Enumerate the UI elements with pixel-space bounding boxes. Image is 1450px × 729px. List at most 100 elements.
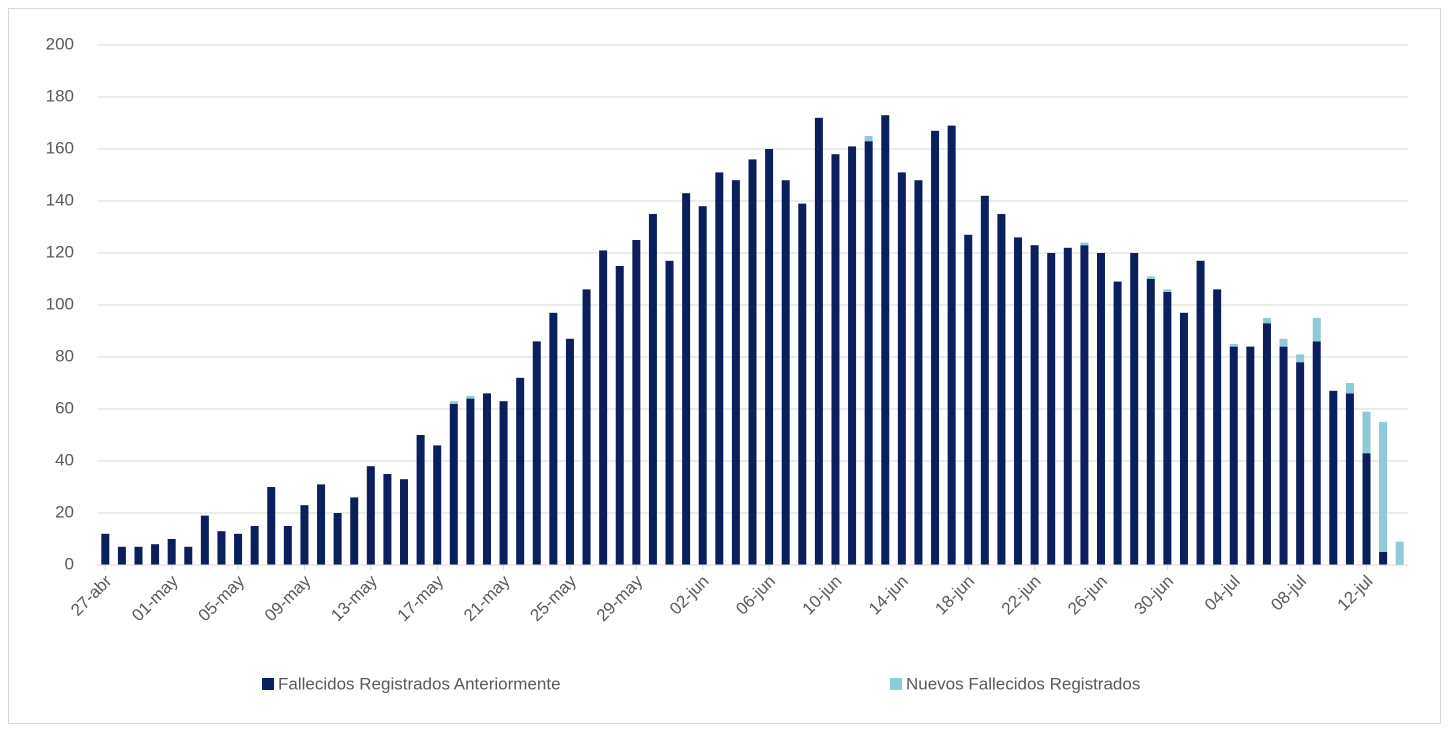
bar-segment <box>549 312 558 565</box>
bar-segment <box>300 505 309 565</box>
y-tick-label: 0 <box>65 554 74 573</box>
bar-segment <box>665 260 674 565</box>
bar-segment <box>715 172 724 565</box>
bar-segment <box>1296 362 1305 565</box>
bar-segment <box>964 234 973 566</box>
bar-segment <box>499 401 508 565</box>
y-tick-label: 100 <box>46 294 74 313</box>
bar-segment <box>1080 245 1089 565</box>
bar-segment <box>1279 338 1288 347</box>
bar-segment <box>599 250 608 565</box>
bar-segment <box>283 526 292 565</box>
bar-segment <box>449 403 458 565</box>
bar-segment <box>1362 453 1371 565</box>
bar-segment <box>184 546 193 565</box>
bar-segment <box>1262 318 1271 324</box>
bar-segment <box>1146 279 1155 565</box>
bar-segment <box>1329 390 1338 565</box>
bar-segment <box>1030 245 1039 565</box>
bar-segment <box>781 180 790 565</box>
bar-segment <box>234 533 243 565</box>
bar-segment <box>864 136 873 142</box>
legend-swatch <box>262 678 274 690</box>
bar-segment <box>1113 281 1122 565</box>
bar-segment <box>101 533 110 565</box>
bar-segment <box>648 214 657 565</box>
bar-segment <box>814 117 823 566</box>
bar-segment <box>134 546 143 565</box>
bar-segment <box>1130 253 1139 565</box>
bar-segment <box>980 195 989 566</box>
bar-segment <box>914 180 923 565</box>
bar-segment <box>1345 383 1354 394</box>
bar-segment <box>632 240 641 565</box>
bar-segment <box>765 149 774 565</box>
legend-swatch <box>890 678 902 690</box>
bar-segment <box>1246 346 1255 565</box>
bar-segment <box>1213 289 1222 565</box>
bar-segment <box>151 544 160 565</box>
bar-segment <box>1312 341 1321 565</box>
bar-segment <box>897 172 906 565</box>
bar-segment <box>1279 346 1288 565</box>
bar-segment <box>200 515 209 565</box>
bar-segment <box>383 474 392 565</box>
bar-segment <box>1379 552 1388 565</box>
bar-segment <box>1146 276 1155 279</box>
bar-segment <box>615 266 624 565</box>
legend-label: Fallecidos Registrados Anteriormente <box>278 674 561 693</box>
y-tick-label: 140 <box>46 190 74 209</box>
bar-segment <box>1296 354 1305 363</box>
bar-segment <box>931 130 940 566</box>
bar-segment <box>250 526 259 565</box>
bar-segment <box>565 338 574 565</box>
bar-segment <box>997 214 1006 565</box>
bar-segment <box>798 203 807 565</box>
bar-segment <box>1096 253 1105 565</box>
bar-segment <box>466 398 475 565</box>
bar-segment <box>1163 289 1172 292</box>
bar-segment <box>217 531 226 565</box>
bar-segment <box>1262 323 1271 565</box>
bar-segment <box>748 159 757 565</box>
y-tick-label: 160 <box>46 138 74 157</box>
bar-segment <box>167 539 176 565</box>
bar-segment <box>1080 242 1089 246</box>
y-tick-label: 20 <box>55 502 74 521</box>
legend-label: Nuevos Fallecidos Registrados <box>906 674 1140 693</box>
bar-segment <box>1179 312 1188 565</box>
bar-segment <box>117 546 126 565</box>
bar-segment <box>1163 292 1172 565</box>
bar-segment <box>1063 247 1072 566</box>
bar-segment <box>1196 260 1205 565</box>
bar-segment <box>516 377 525 565</box>
bar-segment <box>864 141 873 565</box>
bar-segment <box>333 513 342 565</box>
bar-segment <box>731 180 740 565</box>
bar-segment <box>433 445 442 565</box>
bar-segment <box>698 206 707 565</box>
bar-segment <box>848 146 857 565</box>
chart-border <box>8 8 1441 724</box>
bar-segment <box>350 497 359 565</box>
bar-segment <box>1047 253 1056 565</box>
y-tick-label: 120 <box>46 242 74 261</box>
bar-segment <box>582 289 591 565</box>
y-tick-label: 60 <box>55 398 74 417</box>
bar-segment <box>416 435 425 565</box>
y-tick-label: 80 <box>55 346 74 365</box>
bar-segment <box>947 125 956 565</box>
bar-segment <box>400 479 409 565</box>
bar-segment <box>449 401 458 404</box>
y-tick-label: 180 <box>46 86 74 105</box>
y-tick-label: 40 <box>55 450 74 469</box>
bar-segment <box>532 341 541 565</box>
bar-segment <box>831 154 840 565</box>
bar-segment <box>267 487 276 565</box>
bar-segment <box>317 484 326 565</box>
bar-segment <box>1014 237 1023 565</box>
bar-segment <box>1229 344 1238 347</box>
bar-segment <box>682 193 691 565</box>
y-tick-label: 200 <box>46 34 74 53</box>
